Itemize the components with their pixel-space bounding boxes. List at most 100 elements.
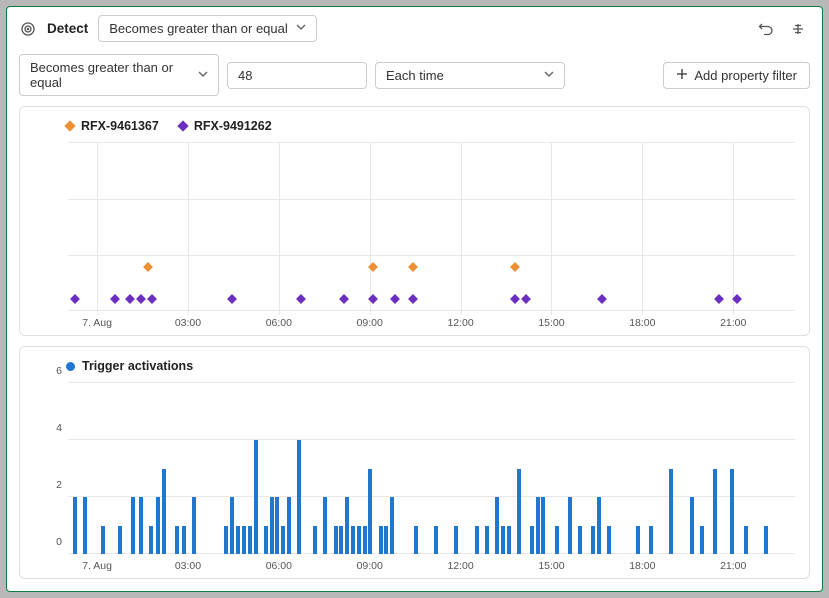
bar bbox=[530, 526, 534, 555]
target-icon bbox=[19, 20, 37, 38]
bar bbox=[323, 497, 327, 554]
legend-item: Trigger activations bbox=[66, 359, 193, 373]
gridline bbox=[68, 142, 795, 143]
bar bbox=[118, 526, 122, 555]
diamond-icon bbox=[177, 120, 188, 131]
y-tick-label: 0 bbox=[46, 536, 62, 548]
topbar: Detect Becomes greater than or equal bbox=[7, 7, 822, 50]
settings-sliders-button[interactable] bbox=[786, 17, 810, 41]
frequency-dropdown[interactable]: Each time bbox=[375, 62, 565, 89]
gridline bbox=[68, 439, 795, 440]
chevron-down-icon bbox=[198, 69, 208, 82]
bar bbox=[357, 526, 361, 555]
circle-icon bbox=[66, 362, 75, 371]
data-point bbox=[521, 294, 531, 304]
gridline bbox=[188, 143, 189, 315]
data-point bbox=[408, 262, 418, 272]
bar bbox=[517, 469, 521, 555]
bar bbox=[713, 469, 717, 555]
bar-legend: Trigger activations bbox=[66, 359, 795, 373]
gridline bbox=[97, 143, 98, 315]
legend-label: RFX-9461367 bbox=[81, 119, 159, 133]
x-tick-label: 15:00 bbox=[538, 317, 564, 329]
bar bbox=[414, 526, 418, 555]
bar bbox=[101, 526, 105, 555]
mode-dropdown[interactable]: Becomes greater than or equal bbox=[98, 15, 317, 42]
x-tick-label: 12:00 bbox=[447, 560, 473, 572]
gridline bbox=[551, 143, 552, 315]
threshold-input[interactable] bbox=[227, 62, 367, 89]
charts-area: RFX-9461367 RFX-9491262 7. Aug03:0006:00… bbox=[7, 106, 822, 591]
x-tick-label: 06:00 bbox=[266, 317, 292, 329]
bar bbox=[636, 526, 640, 555]
bar bbox=[297, 440, 301, 554]
add-property-filter-label: Add property filter bbox=[694, 68, 797, 83]
bar bbox=[192, 497, 196, 554]
detect-panel: Detect Becomes greater than or equal bbox=[6, 6, 823, 592]
bar bbox=[379, 526, 383, 555]
bar bbox=[275, 497, 279, 554]
bar bbox=[264, 526, 268, 555]
bar bbox=[454, 526, 458, 555]
gridline bbox=[68, 199, 795, 200]
bar bbox=[162, 469, 166, 555]
bar bbox=[649, 526, 653, 555]
bar bbox=[287, 497, 291, 554]
y-tick-label: 4 bbox=[46, 422, 62, 434]
gridline bbox=[370, 143, 371, 315]
bar bbox=[434, 526, 438, 555]
gridline bbox=[68, 255, 795, 256]
data-point bbox=[510, 262, 520, 272]
bar bbox=[313, 526, 317, 555]
page-title: Detect bbox=[47, 21, 88, 36]
bar bbox=[690, 497, 694, 554]
bar bbox=[236, 526, 240, 555]
data-point bbox=[339, 294, 349, 304]
bar bbox=[73, 497, 77, 554]
gridline bbox=[642, 143, 643, 315]
x-tick-label: 7. Aug bbox=[82, 560, 112, 572]
bar bbox=[501, 526, 505, 555]
gridline bbox=[68, 496, 795, 497]
bar bbox=[568, 497, 572, 554]
bar bbox=[149, 526, 153, 555]
bar bbox=[495, 497, 499, 554]
data-point bbox=[510, 294, 520, 304]
chevron-down-icon bbox=[544, 69, 554, 82]
filterbar: Becomes greater than or equal Each time … bbox=[7, 50, 822, 106]
bar bbox=[254, 440, 258, 554]
bar bbox=[281, 526, 285, 555]
x-tick-label: 18:00 bbox=[629, 560, 655, 572]
undo-button[interactable] bbox=[754, 17, 778, 41]
x-tick-label: 09:00 bbox=[357, 317, 383, 329]
add-property-filter-button[interactable]: Add property filter bbox=[663, 62, 810, 89]
bar bbox=[248, 526, 252, 555]
scatter-legend: RFX-9461367 RFX-9491262 bbox=[66, 119, 795, 133]
bar bbox=[607, 526, 611, 555]
bar bbox=[131, 497, 135, 554]
data-point bbox=[597, 294, 607, 304]
legend-item: RFX-9461367 bbox=[66, 119, 159, 133]
bar-chart-card: Trigger activations 02467. Aug03:0006:00… bbox=[19, 346, 810, 579]
legend-label: Trigger activations bbox=[82, 359, 193, 373]
bar bbox=[224, 526, 228, 555]
bar bbox=[351, 526, 355, 555]
gridline bbox=[68, 382, 795, 383]
bar bbox=[334, 526, 338, 555]
data-point bbox=[408, 294, 418, 304]
bar bbox=[384, 526, 388, 555]
data-point bbox=[147, 294, 157, 304]
chevron-down-icon bbox=[296, 22, 306, 35]
data-point bbox=[70, 294, 80, 304]
condition-dropdown[interactable]: Becomes greater than or equal bbox=[19, 54, 219, 96]
data-point bbox=[227, 294, 237, 304]
x-tick-label: 18:00 bbox=[629, 317, 655, 329]
bar bbox=[156, 497, 160, 554]
bar bbox=[182, 526, 186, 555]
data-point bbox=[143, 262, 153, 272]
data-point bbox=[296, 294, 306, 304]
bar bbox=[536, 497, 540, 554]
bar bbox=[700, 526, 704, 555]
bar bbox=[139, 497, 143, 554]
mode-dropdown-label: Becomes greater than or equal bbox=[109, 21, 288, 36]
